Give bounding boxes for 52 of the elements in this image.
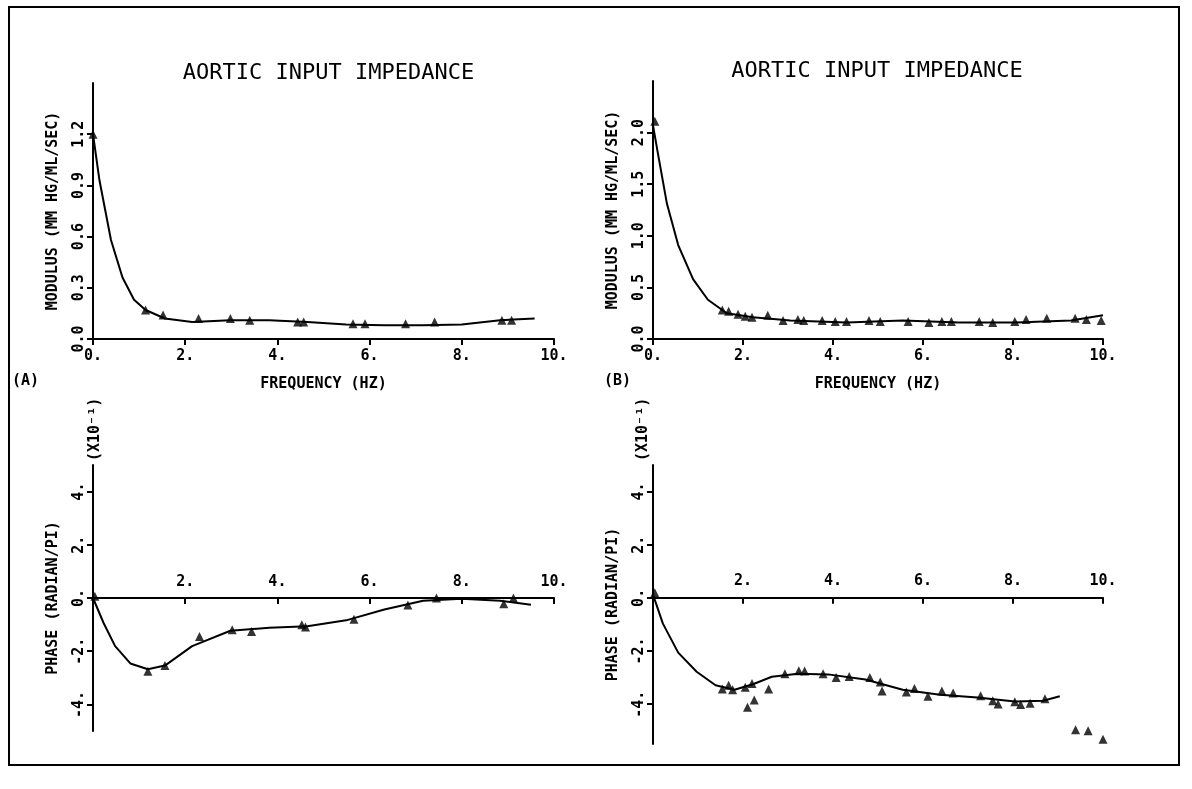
y-axis-title: MODULUS (MM HG/ML/SEC)	[602, 110, 621, 310]
chart-title: AORTIC INPUT IMPEDANCE	[182, 58, 475, 84]
x-tick-label: 8.	[1003, 571, 1023, 590]
y-tick-label: 0.6	[68, 223, 87, 251]
x-tick-label: 10.	[540, 345, 568, 364]
y-tick-label: 1.2	[68, 120, 87, 148]
x-tick-label: 6.	[913, 345, 933, 364]
text: (X10⁻¹)	[632, 397, 651, 461]
x-tick-label: 4.	[268, 345, 287, 364]
y-tick-label: 4.	[68, 482, 87, 501]
x-tick-label: 4.	[823, 345, 843, 364]
x-tick-label: 0.	[643, 345, 663, 364]
y-tick-label: 1.0	[628, 222, 647, 250]
text: (B)	[604, 370, 632, 389]
x-axis-title: FREQUENCY (HZ)	[814, 373, 942, 392]
x-tick-label: 0.	[83, 345, 103, 364]
x-tick-label: 6.	[360, 571, 379, 590]
x-tick-label: 8.	[1003, 345, 1023, 364]
x-tick-label: 2.	[176, 345, 195, 364]
text: (X10⁻¹)	[84, 397, 103, 461]
y-tick-label: 0.	[628, 588, 647, 607]
y-tick-label: -4.	[628, 690, 647, 718]
y-tick-label: 2.	[68, 535, 87, 554]
x-tick-label: 2.	[176, 571, 195, 590]
y-tick-label: 2.	[628, 535, 647, 554]
y-tick-label: -4.	[68, 690, 87, 718]
x-tick-label: 10.	[540, 571, 568, 590]
y-tick-label: 0.5	[628, 273, 647, 301]
x-tick-label: 4.	[823, 571, 843, 590]
x-tick-label: 2.	[733, 345, 753, 364]
x-axis-title: FREQUENCY (HZ)	[260, 373, 387, 392]
x-tick-label: 2.	[733, 571, 753, 590]
text: (A)	[12, 370, 40, 389]
y-axis-title: PHASE (RADIAN/PI)	[602, 527, 621, 682]
y-tick-label: 0.9	[68, 171, 87, 199]
y-tick-label: 4.	[628, 482, 647, 501]
x-tick-label: 6.	[913, 571, 933, 590]
x-tick-label: 8.	[452, 345, 471, 364]
y-tick-label: 0.3	[68, 274, 87, 302]
y-axis-title: MODULUS (MM HG/ML/SEC)	[42, 111, 61, 311]
y-tick-label: 2.0	[628, 119, 647, 147]
y-tick-label: -2.	[68, 637, 87, 665]
x-tick-label: 10.	[1089, 571, 1117, 590]
x-tick-label: 10.	[1089, 345, 1117, 364]
y-axis-title: PHASE (RADIAN/PI)	[42, 521, 61, 675]
chart-title: AORTIC INPUT IMPEDANCE	[731, 56, 1023, 82]
y-tick-label: -2.	[628, 637, 647, 665]
x-tick-label: 8.	[452, 571, 471, 590]
x-tick-label: 4.	[268, 571, 287, 590]
y-tick-label: 0.	[68, 588, 87, 608]
y-tick-label: 1.5	[628, 170, 647, 198]
x-tick-label: 6.	[360, 345, 379, 364]
